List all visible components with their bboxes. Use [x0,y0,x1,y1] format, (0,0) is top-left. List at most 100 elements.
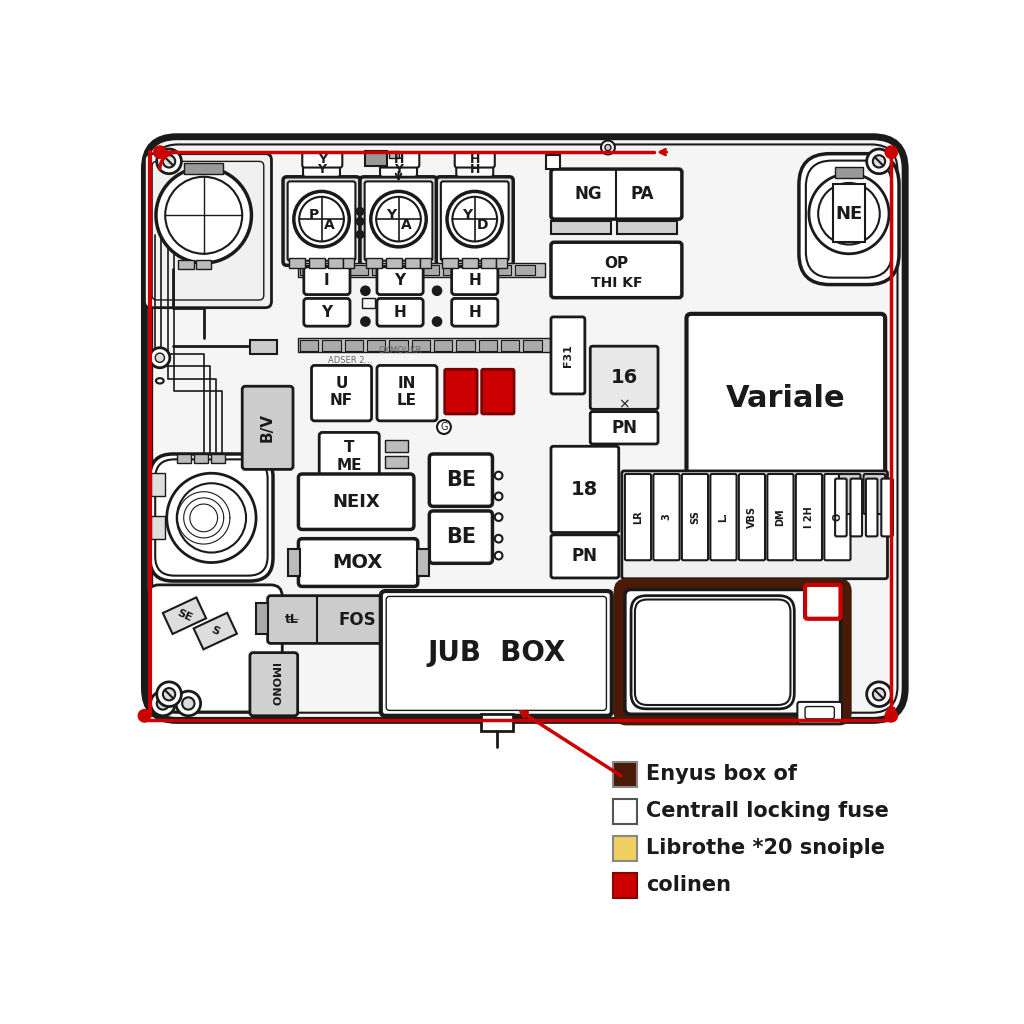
FancyBboxPatch shape [682,474,708,560]
Text: BE: BE [445,470,476,490]
FancyBboxPatch shape [455,153,495,168]
FancyBboxPatch shape [379,153,419,168]
Text: NEIX: NEIX [333,493,380,511]
Bar [481,715,513,731]
Bar [367,258,382,267]
Bar [833,184,865,243]
Text: VBS: VBS [746,506,757,528]
FancyBboxPatch shape [153,162,264,300]
Bar [345,340,364,351]
Text: B/V: B/V [260,414,275,442]
Circle shape [818,183,880,245]
Text: FOS: FOS [339,610,377,629]
Circle shape [356,230,364,239]
Text: A: A [400,217,412,231]
FancyBboxPatch shape [551,316,585,394]
Bar [442,258,458,267]
Bar [367,340,385,351]
FancyBboxPatch shape [625,590,841,715]
Text: PN: PN [611,419,637,437]
Text: OP: OP [604,256,629,270]
Text: 16: 16 [610,369,638,387]
Text: tL: tL [286,613,299,626]
FancyBboxPatch shape [686,313,885,483]
Bar [515,264,535,275]
Text: PN: PN [571,548,598,565]
Text: DKMOUKR: DKMOUKR [379,346,422,355]
Text: H: H [470,163,480,175]
Text: THI KF: THI KF [591,276,642,290]
Circle shape [356,208,364,215]
Bar [177,454,190,463]
FancyBboxPatch shape [590,346,658,410]
Bar [184,163,223,174]
FancyBboxPatch shape [617,582,848,722]
Bar [612,872,637,897]
Text: H: H [394,154,404,166]
Bar [250,340,276,354]
Text: PA: PA [631,185,654,204]
FancyBboxPatch shape [303,162,340,177]
Circle shape [156,353,165,362]
Bar [256,603,268,634]
Bar [523,340,542,351]
FancyBboxPatch shape [631,596,795,709]
Bar [612,799,637,823]
FancyBboxPatch shape [866,478,878,537]
Bar [547,156,560,169]
Bar [551,221,611,233]
Bar [289,550,300,575]
Text: IMONO: IMONO [268,663,279,706]
Circle shape [167,473,256,562]
Circle shape [872,156,885,168]
FancyBboxPatch shape [551,243,682,298]
Circle shape [605,144,611,151]
Circle shape [437,420,451,434]
Bar [348,264,368,275]
Bar [194,612,237,649]
FancyBboxPatch shape [805,707,835,719]
Bar [395,264,416,275]
FancyBboxPatch shape [739,474,765,560]
FancyBboxPatch shape [851,478,862,537]
Bar [361,298,376,307]
Text: Y: Y [317,154,327,166]
Text: ADSER 2...: ADSER 2... [328,355,372,365]
FancyBboxPatch shape [622,471,888,579]
Text: l 2H: l 2H [804,506,814,528]
Bar [385,440,408,453]
FancyBboxPatch shape [429,454,493,506]
FancyBboxPatch shape [653,474,680,560]
FancyBboxPatch shape [267,596,389,643]
Bar [612,836,637,860]
FancyBboxPatch shape [798,701,842,724]
Text: MOX: MOX [333,553,383,572]
Bar [298,339,553,352]
FancyBboxPatch shape [304,298,350,327]
Text: Y: Y [462,208,472,222]
FancyBboxPatch shape [381,591,611,716]
Bar [420,258,431,267]
Bar [194,454,208,463]
FancyBboxPatch shape [551,446,618,532]
Circle shape [163,156,175,168]
Bar [617,221,677,233]
FancyBboxPatch shape [839,474,860,514]
FancyBboxPatch shape [836,478,847,537]
Circle shape [495,552,503,559]
FancyBboxPatch shape [767,474,794,560]
Circle shape [453,197,497,242]
Text: NG: NG [574,185,602,204]
Bar [467,264,487,275]
Text: H: H [393,305,407,319]
Text: Y: Y [394,163,403,175]
Circle shape [177,483,246,553]
Text: Centrall locking fuse: Centrall locking fuse [646,801,889,821]
FancyBboxPatch shape [283,177,360,265]
Bar [152,473,165,497]
Bar [323,340,341,351]
FancyBboxPatch shape [365,181,432,261]
Bar [211,454,224,463]
FancyBboxPatch shape [799,154,899,285]
Circle shape [432,316,441,327]
